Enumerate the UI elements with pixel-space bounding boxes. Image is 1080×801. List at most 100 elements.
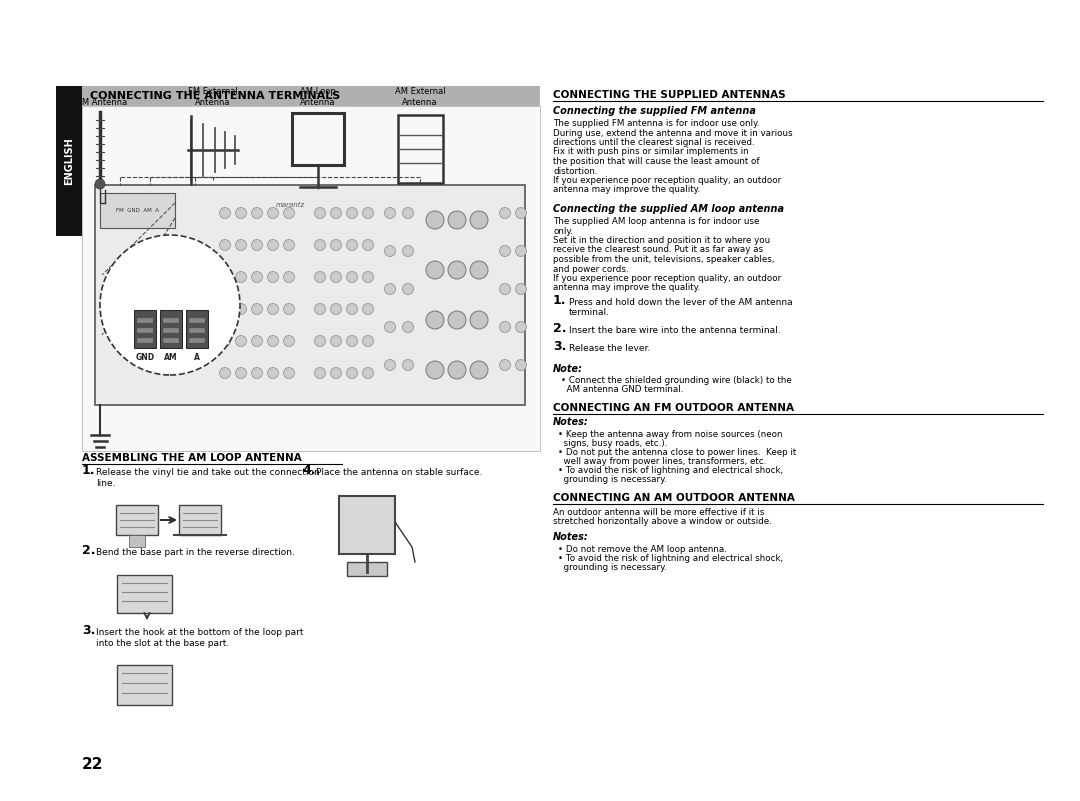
Circle shape [515,245,527,256]
Circle shape [403,284,414,295]
Circle shape [426,361,444,379]
Circle shape [403,207,414,219]
Bar [82,106,540,451]
Circle shape [100,235,240,375]
Bar [179,505,221,535]
Circle shape [314,304,325,315]
Circle shape [314,272,325,283]
Text: receive the clearest sound. Put it as far away as: receive the clearest sound. Put it as fa… [553,245,764,255]
Bar [95,185,525,405]
Text: Notes:: Notes: [553,532,589,542]
Text: Insert the hook at the bottom of the loop part: Insert the hook at the bottom of the loo… [96,628,303,637]
Circle shape [347,304,357,315]
Text: antenna may improve the quality.: antenna may improve the quality. [553,186,700,195]
Circle shape [268,272,279,283]
Text: 4.: 4. [302,464,315,477]
Text: A: A [194,353,200,363]
Circle shape [235,239,246,251]
Circle shape [283,336,295,347]
Circle shape [426,311,444,329]
Circle shape [252,272,262,283]
Text: • Keep the antenna away from noise sources (neon: • Keep the antenna away from noise sourc… [558,430,783,439]
Circle shape [314,207,325,219]
Bar [347,562,387,576]
Circle shape [219,368,230,379]
Circle shape [347,272,357,283]
Text: AM Loop
Antenna: AM Loop Antenna [300,87,336,107]
Bar [189,338,205,343]
Text: possible from the unit, televisions, speaker cables,: possible from the unit, televisions, spe… [553,255,774,264]
Text: The supplied AM loop antenna is for indoor use: The supplied AM loop antenna is for indo… [553,217,759,226]
Text: 3.: 3. [553,340,566,353]
Bar [163,318,179,323]
Text: Notes:: Notes: [553,417,589,427]
Bar [129,535,145,547]
Bar [137,318,153,323]
Bar [163,328,179,333]
Circle shape [363,207,374,219]
Circle shape [219,304,230,315]
Circle shape [403,245,414,256]
Circle shape [347,207,357,219]
Circle shape [470,261,488,279]
Bar [117,575,172,613]
Text: • To avoid the risk of lightning and electrical shock,: • To avoid the risk of lightning and ele… [558,466,783,475]
Circle shape [252,239,262,251]
Circle shape [403,321,414,332]
Text: into the slot at the base part.: into the slot at the base part. [96,639,229,648]
Text: AM External
Antenna: AM External Antenna [394,87,445,107]
Text: 1.: 1. [82,464,95,477]
Circle shape [515,360,527,371]
Bar [186,310,208,348]
Text: Press and hold down the lever of the AM antenna: Press and hold down the lever of the AM … [569,298,793,307]
Bar [399,115,443,183]
Text: If you experience poor reception quality, an outdoor: If you experience poor reception quality… [553,176,781,185]
Circle shape [219,336,230,347]
Circle shape [314,239,325,251]
Circle shape [330,368,341,379]
Text: • Connect the shielded grounding wire (black) to the: • Connect the shielded grounding wire (b… [561,376,792,385]
Circle shape [283,304,295,315]
Text: ENGLISH: ENGLISH [64,137,75,185]
Text: Place the antenna on stable surface.: Place the antenna on stable surface. [316,468,483,477]
Circle shape [95,179,105,189]
Text: CONNECTING THE ANTENNA TERMINALS: CONNECTING THE ANTENNA TERMINALS [90,91,340,101]
Bar [189,318,205,323]
Text: 2.: 2. [553,322,567,335]
Text: marantz: marantz [275,202,305,208]
Circle shape [283,272,295,283]
Text: The supplied FM antenna is for indoor use only.: The supplied FM antenna is for indoor us… [553,119,759,128]
Circle shape [219,207,230,219]
Text: If you experience poor reception quality, an outdoor: If you experience poor reception quality… [553,274,781,283]
Circle shape [252,336,262,347]
Circle shape [470,361,488,379]
Text: 1.: 1. [553,294,567,307]
Text: FM External
Antenna: FM External Antenna [188,87,238,107]
Circle shape [384,245,395,256]
Text: GND: GND [135,353,154,363]
Circle shape [470,311,488,329]
Circle shape [268,336,279,347]
Circle shape [283,239,295,251]
Circle shape [363,336,374,347]
Text: Bend the base part in the reverse direction.: Bend the base part in the reverse direct… [96,548,295,557]
Circle shape [426,211,444,229]
Circle shape [363,239,374,251]
Circle shape [235,207,246,219]
Circle shape [235,272,246,283]
Circle shape [470,211,488,229]
Text: During use, extend the antenna and move it in various: During use, extend the antenna and move … [553,128,793,138]
Circle shape [515,284,527,295]
Circle shape [384,360,395,371]
Text: Release the vinyl tie and take out the connection: Release the vinyl tie and take out the c… [96,468,320,477]
Circle shape [363,272,374,283]
Text: and power cords.: and power cords. [553,264,629,273]
Circle shape [384,284,395,295]
Text: • Do not put the antenna close to power lines.  Keep it: • Do not put the antenna close to power … [558,448,796,457]
Circle shape [499,207,511,219]
Circle shape [252,304,262,315]
Circle shape [448,211,465,229]
Bar [117,665,172,705]
Text: grounding is necessary.: grounding is necessary. [558,563,666,572]
Text: only.: only. [553,227,572,235]
